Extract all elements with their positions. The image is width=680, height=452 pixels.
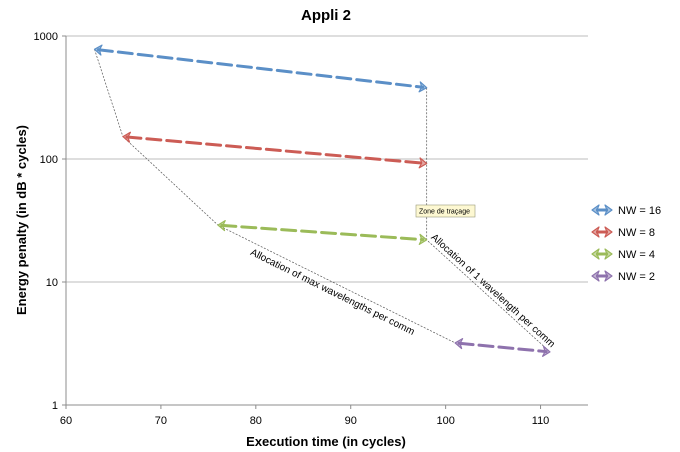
chart-title: Appli 2: [301, 7, 351, 24]
x-tick-label: 110: [532, 415, 550, 427]
x-axis-title: Execution time (in cycles): [246, 434, 406, 449]
plot-area-tooltip: Zone de traçage: [415, 204, 476, 218]
legend-swatch: [604, 270, 613, 282]
legend-label: NW = 16: [618, 205, 661, 217]
annotations: Allocation of max wavelengths per comm Al…: [248, 232, 556, 350]
x-tick-label: 70: [155, 415, 167, 427]
y-tick-label: 1: [52, 400, 58, 412]
x-tick-label: 80: [250, 415, 262, 427]
x-tick-label: 60: [60, 415, 72, 427]
series-point: [418, 81, 428, 93]
trend-annotation: Allocation of 1 wavelength per comm: [428, 232, 556, 350]
trend-line: [94, 49, 456, 344]
legend-swatch: [591, 204, 600, 216]
series-point: [217, 220, 226, 232]
grid-lines: [66, 35, 588, 283]
series-point: [418, 233, 428, 245]
y-axis: 1 10 100 1000: [34, 31, 67, 412]
series-point: [122, 131, 131, 143]
y-tick-label: 1000: [34, 31, 58, 43]
legend-label: NW = 4: [618, 249, 655, 261]
x-tick-label: 100: [436, 415, 454, 427]
x-axis: 60 70 80 90 100 110: [60, 404, 588, 427]
y-tick-label: 10: [46, 277, 58, 289]
tooltip-label: Zone de traçage: [419, 209, 470, 216]
series-line: [96, 48, 425, 89]
legend-swatch: [604, 204, 613, 216]
series-line: [220, 223, 425, 242]
legend-label: NW = 8: [618, 227, 655, 239]
trend-lines: [94, 49, 551, 353]
trend-line: [426, 87, 551, 353]
series-lines: [93, 44, 551, 357]
legend-label: NW = 2: [618, 271, 655, 283]
series-line: [125, 135, 425, 165]
y-axis-title: Energy penalty (in dB * cycles): [14, 125, 29, 315]
legend-swatch: [604, 226, 613, 238]
x-tick-label: 90: [345, 415, 357, 427]
legend-swatch: [591, 270, 600, 282]
series-point: [454, 338, 464, 350]
trend-annotation: Allocation of max wavelengths per comm: [248, 247, 416, 338]
legend-swatch: [591, 226, 600, 238]
series-point: [541, 345, 551, 357]
legend-swatch: [604, 248, 613, 260]
legend-swatch: [591, 248, 600, 260]
series-line: [457, 341, 548, 354]
series-point: [418, 157, 428, 169]
tooltip-box: [415, 204, 476, 218]
legend: NW = 16 NW = 8 NW = 4 NW = 2: [591, 204, 661, 283]
y-tick-label: 100: [40, 154, 58, 166]
series-point: [93, 44, 103, 56]
